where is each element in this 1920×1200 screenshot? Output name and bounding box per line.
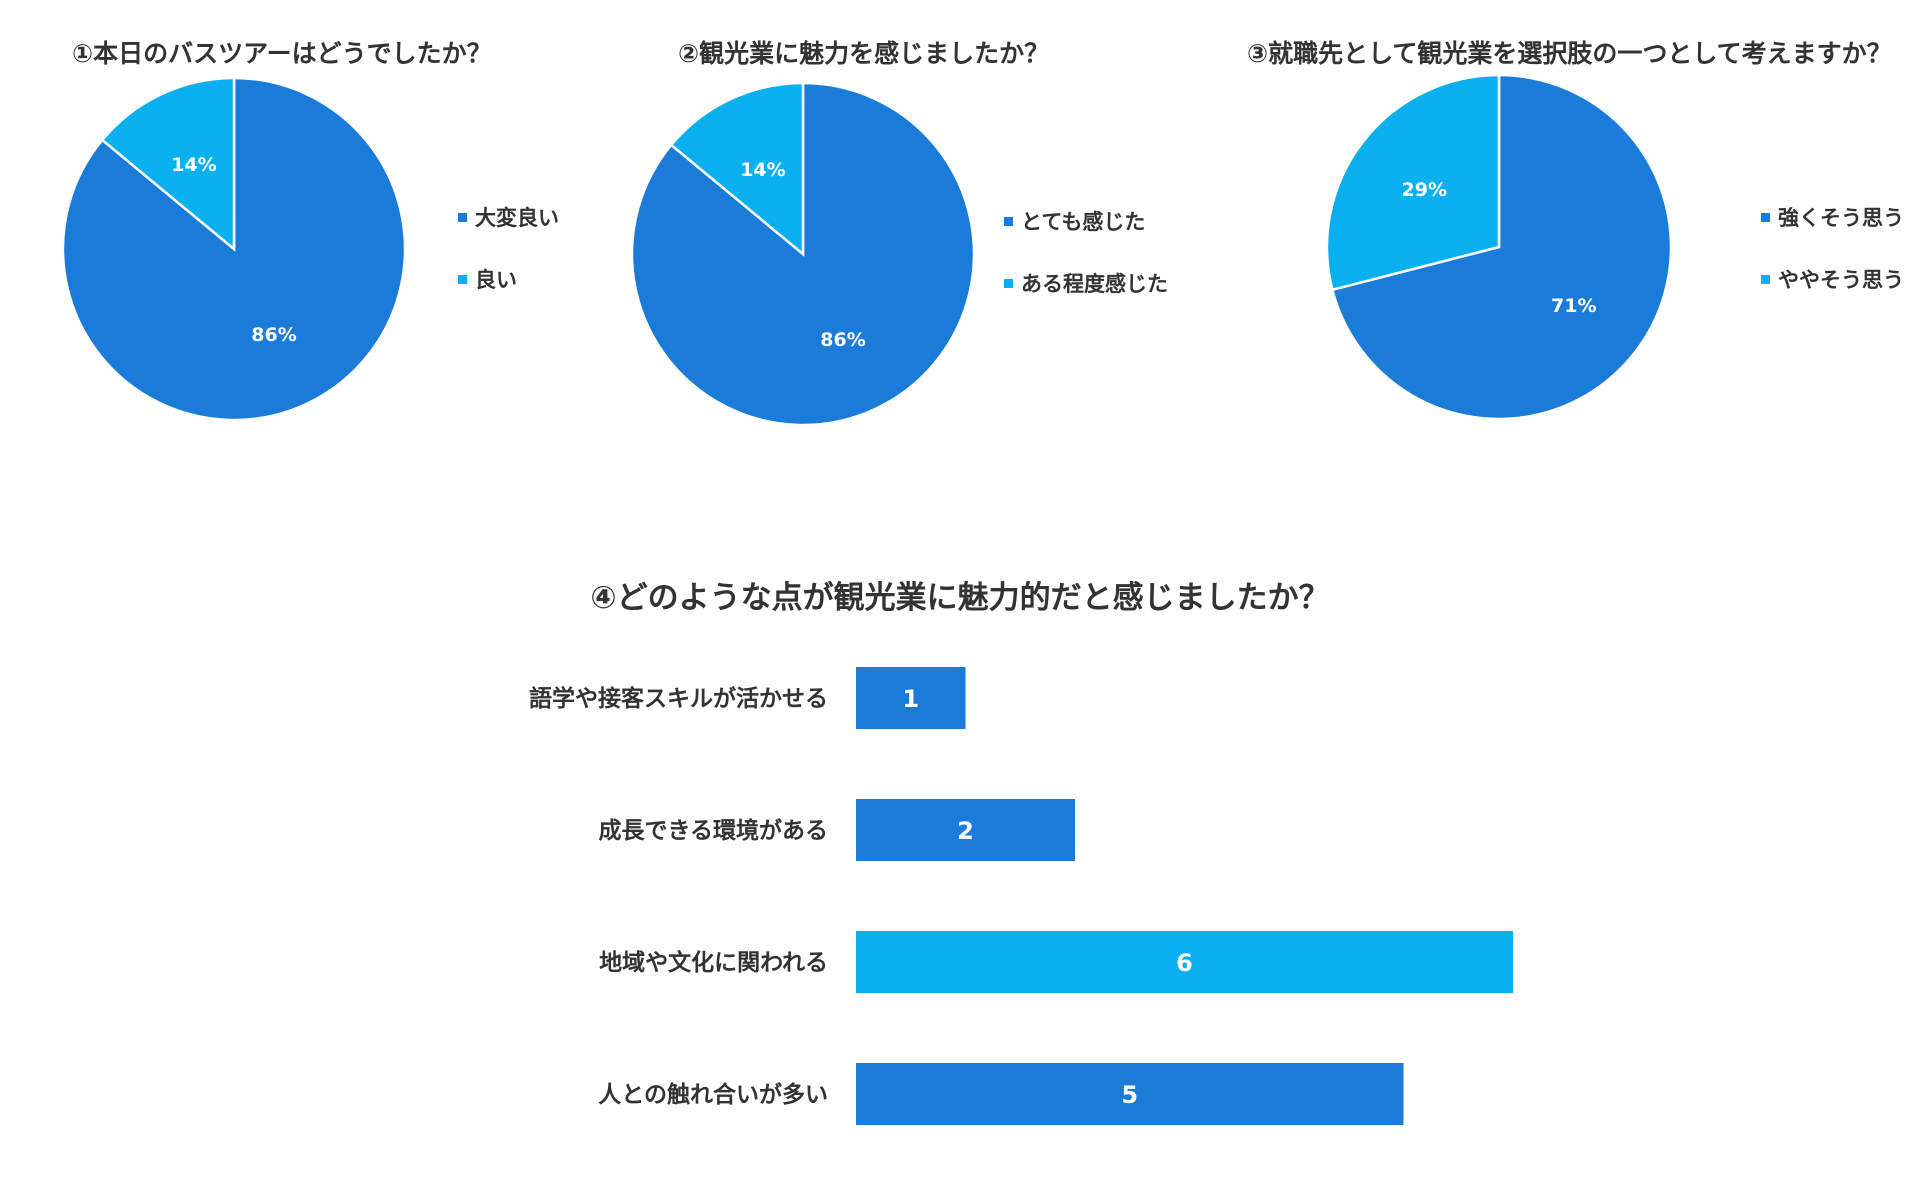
pie-slice [630,81,976,427]
pie-chart-2-legend: とても感じた ある程度感じた [1004,206,1168,298]
pie-slice [669,81,805,257]
legend-swatch [458,274,467,284]
pie-slice-label: 71% [1551,295,1596,317]
bar-chart: 1 語学や接客スキルが活かせる 2 成長できる環境がある 6 地域や文化に関われる 5 人との… [0,640,1920,1160]
category-label: 人との触れ合いが多い [598,1081,828,1108]
pie-chart-3-svg: 71% 29% [1325,73,1673,421]
legend-item: ややそう思う [1761,264,1904,294]
pie-slice-label: 14% [740,159,785,181]
pie-slice [1325,73,1501,292]
category-label: 語学や接客スキルが活かせる [529,685,828,712]
legend-label: 強くそう思う [1778,206,1904,230]
pie-slice [100,76,236,252]
bar [856,667,966,729]
legend-item: とても感じた [1004,206,1168,236]
pie-chart-3-legend: 強くそう思う ややそう思う [1761,202,1904,294]
category-label: 地域や文化に関われる [599,949,828,976]
legend-label: 大変良い [475,206,559,230]
bar-chart-title: ④どのような点が観光業に魅力的だと感じましたか？ [590,580,1330,616]
bar-value-label: 2 [957,817,974,845]
legend-label: ややそう思う [1778,268,1904,292]
legend-item: 大変良い [458,202,559,232]
pie-slice-label: 86% [820,329,865,351]
legend-item: 良い [458,264,559,294]
bar-value-label: 5 [1121,1081,1138,1109]
legend-item: 強くそう思う [1761,202,1904,232]
bar [856,931,1513,993]
legend-swatch [1761,212,1770,222]
pie-chart-1-svg: 86% 14% [61,76,407,422]
pie-chart-1-legend: 大変良い 良い [458,202,559,294]
pie-chart-1-title: ①本日のバスツアーはどうでしたか？ [72,39,492,68]
bar-value-label: 6 [1176,949,1193,977]
pie-slice-label: 86% [251,324,296,346]
category-label: 成長できる環境がある [598,817,828,844]
bar [856,1063,1404,1125]
pie-slice-label: 29% [1402,179,1447,201]
legend-label: とても感じた [1021,210,1146,234]
pie-chart-2-svg: 86% 14% [630,81,976,427]
pie-slice-label: 14% [171,154,216,176]
bar-chart-svg: 1 語学や接客スキルが活かせる 2 成長できる環境がある 6 地域や文化に関われる 5 人との… [529,667,1513,1125]
bar-value-label: 1 [902,685,919,713]
legend-swatch [1004,278,1013,288]
pie-chart-2-title: ②観光業に魅力を感じましたか？ [678,39,1050,68]
legend-label: 良い [475,268,517,292]
legend-label: ある程度感じた [1021,272,1168,296]
legend-swatch [1761,274,1770,284]
pie-chart-3-title: ③就職先として観光業を選択肢の一つとして考えますか？ [1247,39,1892,68]
pie-slice [61,76,407,422]
legend-item: ある程度感じた [1004,268,1168,298]
bar [856,799,1075,861]
legend-swatch [458,212,467,222]
pie-slice [1330,73,1673,421]
legend-swatch [1004,216,1013,226]
